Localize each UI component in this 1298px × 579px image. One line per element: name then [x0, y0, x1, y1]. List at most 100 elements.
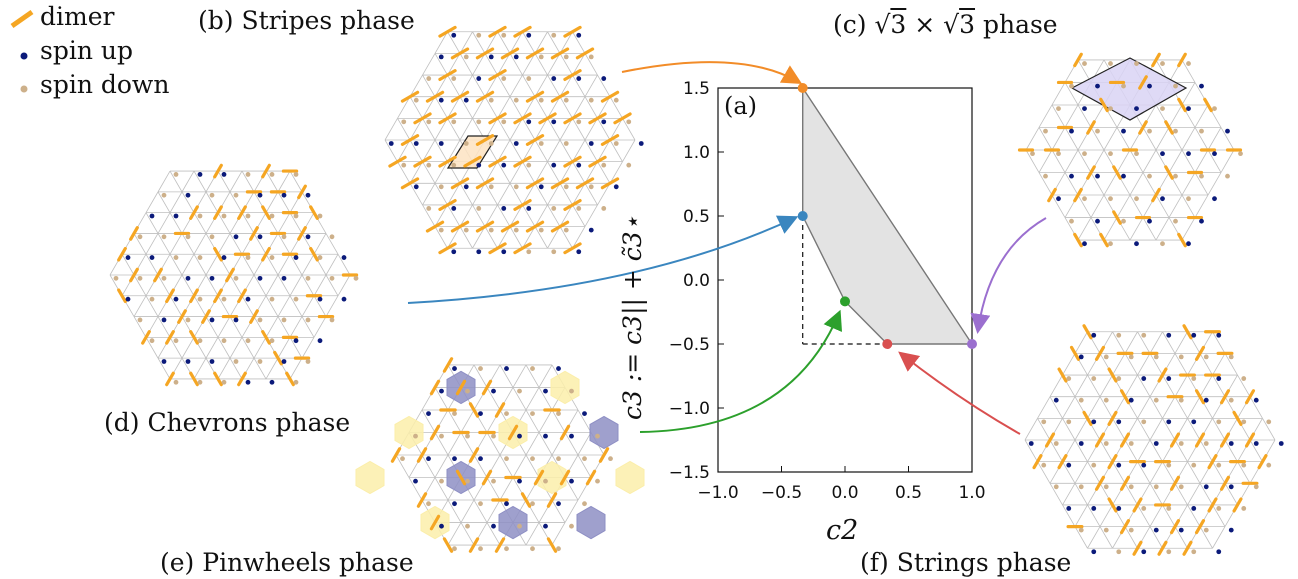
- strings-lattice-spin-up: [1028, 441, 1034, 446]
- stripes-lattice-bond: [447, 74, 461, 97]
- strings-lattice-bond: [1187, 396, 1201, 419]
- chevrons-lattice-bond: [217, 212, 231, 234]
- strings-lattice-bond: [1074, 439, 1088, 462]
- stripes-lattice-bond: [522, 118, 536, 141]
- strings-lattice-bond: [1174, 374, 1188, 397]
- chevrons-lattice-spin-up: [257, 192, 263, 198]
- strings-lattice-bond: [1187, 483, 1201, 506]
- stripes-lattice-bond: [484, 74, 498, 97]
- panel-c-prefix: (c): [833, 10, 867, 39]
- stripes-lattice-bond: [472, 31, 486, 54]
- pinwheels-lattice-spin-down: [530, 546, 535, 552]
- strings-lattice-bond: [1037, 396, 1051, 419]
- stripes-lattice-bond: [597, 74, 611, 97]
- pinwheels-lattice-spin-down: [543, 478, 548, 484]
- pinwheels-lattice-bond: [525, 522, 540, 546]
- chevrons-lattice-dimer: [189, 205, 199, 220]
- stripes-lattice-bond: [459, 118, 473, 141]
- stripes-lattice-bond: [459, 53, 473, 76]
- strings-lattice-spin-up: [1116, 506, 1122, 511]
- pinwheels-lattice-spin-down: [413, 433, 418, 439]
- chevrons-lattice-dimer: [165, 371, 175, 387]
- stripes-lattice-dimer: [488, 112, 507, 125]
- stripes-lattice-dimer: [400, 134, 420, 146]
- root3-lattice-bond: [1194, 104, 1209, 128]
- chevrons-lattice-spin-down: [305, 359, 311, 364]
- stripes-lattice-spin-up: [476, 249, 482, 255]
- stripes-lattice-dimer: [500, 220, 520, 233]
- stripes-lattice-dimer: [488, 155, 507, 168]
- chevrons-lattice-spin-down: [305, 317, 311, 323]
- stripes-lattice-dimer: [563, 25, 582, 38]
- stripes-lattice-bond: [572, 74, 586, 97]
- phase-point-c: [967, 339, 977, 349]
- pinwheels-lattice-bond: [486, 477, 501, 501]
- pinwheels-lattice-spin-up: [439, 523, 444, 529]
- chevrons-lattice-dimer: [225, 267, 235, 283]
- chevrons-lattice-spin-down: [197, 379, 203, 385]
- stripes-lattice-spin-down: [563, 227, 569, 233]
- strings-lattice-spin-down: [1053, 441, 1059, 446]
- pinwheels-lattice-dimer: [559, 424, 571, 441]
- stripes-lattice-dimer: [463, 155, 482, 168]
- panel-c-caption: (c) √3 × √3 phase: [833, 12, 1058, 37]
- chevrons-lattice-spin-up: [293, 255, 299, 260]
- chevrons-lattice-bond: [169, 295, 183, 317]
- phase-point-e: [840, 296, 850, 307]
- stripes-lattice-bond: [434, 183, 448, 206]
- stripes-lattice-spin-down: [588, 54, 594, 60]
- chevrons-lattice-dimers: [117, 163, 359, 387]
- strings-lattice-bond: [1174, 396, 1188, 419]
- chevrons-lattice-spin-down: [197, 255, 203, 260]
- stripes-lattice-bond: [447, 118, 461, 141]
- pinwheels-lattice-spin-up: [491, 388, 496, 394]
- root3-lattice-spin-up: [1056, 196, 1061, 202]
- stripes-lattice-spin-up: [501, 206, 507, 211]
- chevrons-lattice-spin-up: [245, 296, 251, 302]
- chevrons-lattice-bond: [145, 295, 159, 317]
- root3-lattice-bond: [1142, 127, 1157, 151]
- strings-lattice-bond: [1099, 374, 1113, 397]
- chevrons-lattice-bond: [229, 316, 243, 338]
- root3-lattice-spin-up: [1186, 106, 1191, 112]
- strings-lattice-dimer: [1182, 540, 1193, 556]
- legend-dimer-label: dimer: [40, 2, 115, 31]
- strings-lattice-bond: [1212, 418, 1226, 441]
- root3-lattice-spin-up: [1095, 83, 1100, 89]
- chevrons-lattice-spin-down: [305, 275, 311, 281]
- root3-lattice-spin-up: [1160, 151, 1165, 157]
- pinwheels-lattice-spin-down: [452, 411, 457, 417]
- chevrons-lattice-bond: [277, 191, 291, 213]
- root3-lattice-spin-down: [1199, 173, 1204, 179]
- stripes-lattice-bond: [584, 118, 598, 141]
- pinwheels-lattice-dimer: [507, 424, 519, 441]
- chevrons-lattice-bond: [157, 316, 171, 338]
- stripes-lattice-bond: [609, 118, 623, 141]
- pinwheels-lattice-bond: [447, 409, 462, 433]
- stripes-lattice-dimer: [400, 90, 420, 103]
- strings-lattice-bond: [1162, 504, 1176, 527]
- stripes-lattice-bond: [409, 183, 423, 206]
- pinwheels-lattice-bond: [447, 522, 462, 546]
- stripes-lattice-spin-down: [551, 249, 557, 255]
- stripes-lattice-spin-down: [538, 54, 544, 60]
- strings-lattice-spin-up: [1166, 419, 1172, 425]
- stripes-lattice-spin-up: [451, 32, 457, 38]
- strings-lattice-spin-up: [1091, 332, 1097, 338]
- pinwheels-lattice-bond: [499, 364, 514, 388]
- strings-lattice-bond: [1062, 418, 1076, 441]
- stripes-lattice-spin-down: [401, 162, 407, 168]
- arrow-root3: [970, 217, 1047, 334]
- chevrons-lattice-bond: [169, 233, 183, 255]
- pinwheels-lattice-bond: [512, 387, 527, 411]
- phase-point-d: [797, 211, 808, 221]
- stripes-lattice-bond: [422, 53, 436, 76]
- strings-lattice-bond: [1162, 396, 1176, 419]
- root3-lattice-spin-up: [1186, 241, 1191, 247]
- stripes-lattice-spin-down: [501, 32, 507, 38]
- pinwheels-lattice-bond: [577, 409, 592, 433]
- root3-lattice-spin-up: [1121, 173, 1126, 179]
- strings-lattice-spin-up: [1203, 484, 1209, 490]
- chevrons-lattice-spin-down: [245, 213, 251, 219]
- chevrons-lattice-spin-down: [185, 234, 191, 240]
